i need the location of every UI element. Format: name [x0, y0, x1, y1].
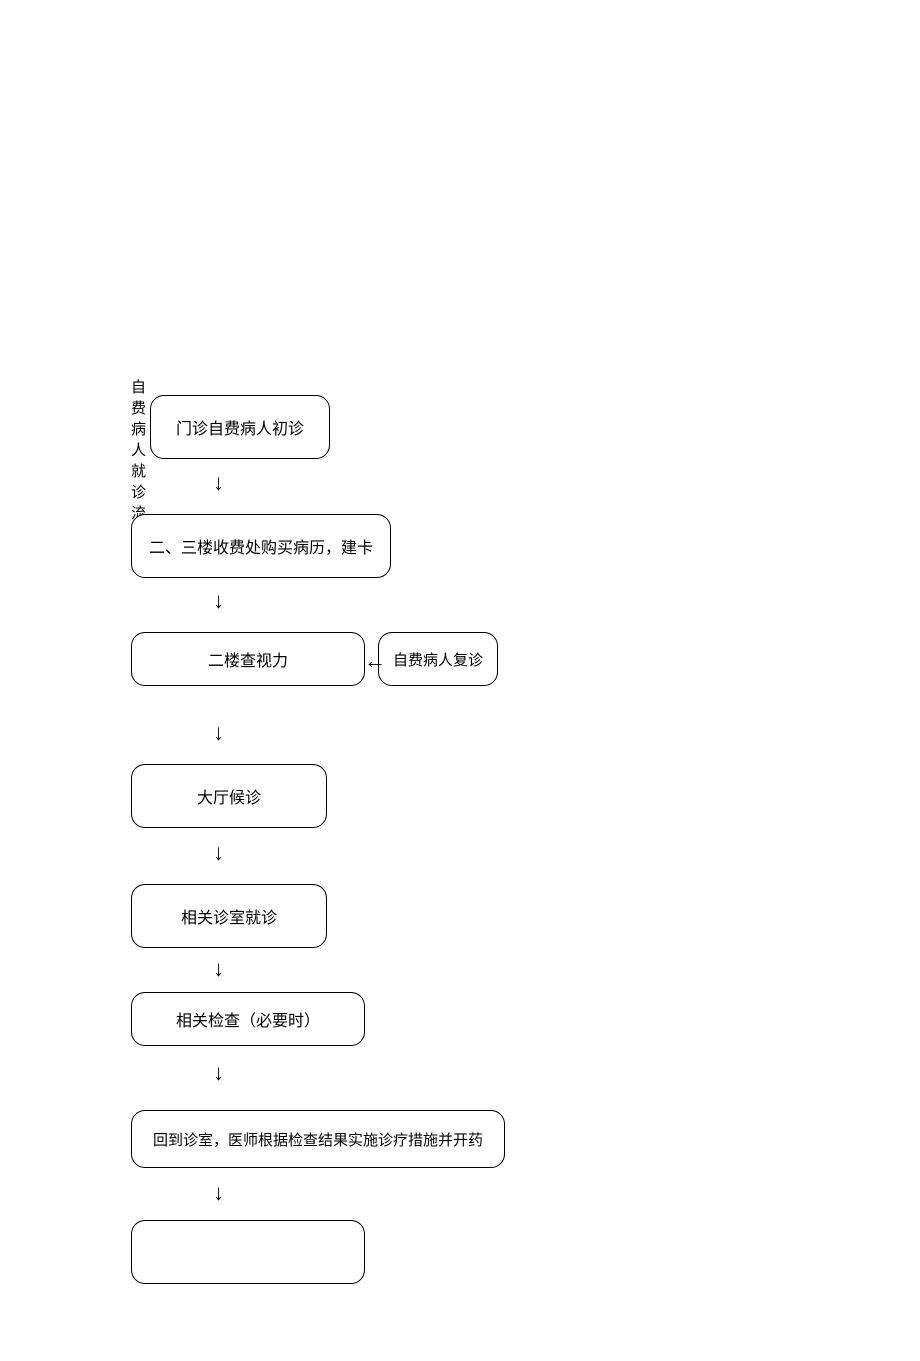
node-label: 相关诊室就诊: [181, 904, 277, 928]
arrow-down-icon: ↓: [213, 842, 224, 864]
flowchart-node-n3: 二楼查视力: [131, 632, 365, 686]
flowchart-node-n6: 相关检查（必要时）: [131, 992, 365, 1046]
node-label: 门诊自费病人初诊: [176, 415, 304, 439]
arrow-down-icon: ↓: [213, 1062, 224, 1084]
node-label: 二楼查视力: [208, 647, 288, 671]
flowchart-node-n5: 相关诊室就诊: [131, 884, 327, 948]
node-label: 大厅候诊: [197, 784, 261, 808]
flowchart-node-n8: [131, 1220, 365, 1284]
flowchart-node-n4: 大厅候诊: [131, 764, 327, 828]
node-label: 回到诊室，医师根据检查结果实施诊疗措施并开药: [153, 1129, 483, 1150]
flowchart-node-n3b: 自费病人复诊: [378, 632, 498, 686]
arrow-left-icon: ←: [364, 650, 384, 672]
arrow-down-icon: ↓: [213, 958, 224, 980]
flowchart-node-n7: 回到诊室，医师根据检查结果实施诊疗措施并开药: [131, 1110, 505, 1168]
arrow-down-icon: ↓: [213, 590, 224, 612]
arrow-down-icon: ↓: [213, 722, 224, 744]
flowchart-node-n2: 二、三楼收费处购买病历，建卡: [131, 514, 391, 578]
arrow-down-icon: ↓: [213, 472, 224, 494]
node-label: 二、三楼收费处购买病历，建卡: [149, 534, 373, 558]
node-label: 自费病人复诊: [393, 649, 483, 670]
node-label: 相关检查（必要时）: [176, 1007, 320, 1031]
arrow-down-icon: ↓: [213, 1182, 224, 1204]
flowchart-node-n1: 门诊自费病人初诊: [150, 395, 330, 459]
